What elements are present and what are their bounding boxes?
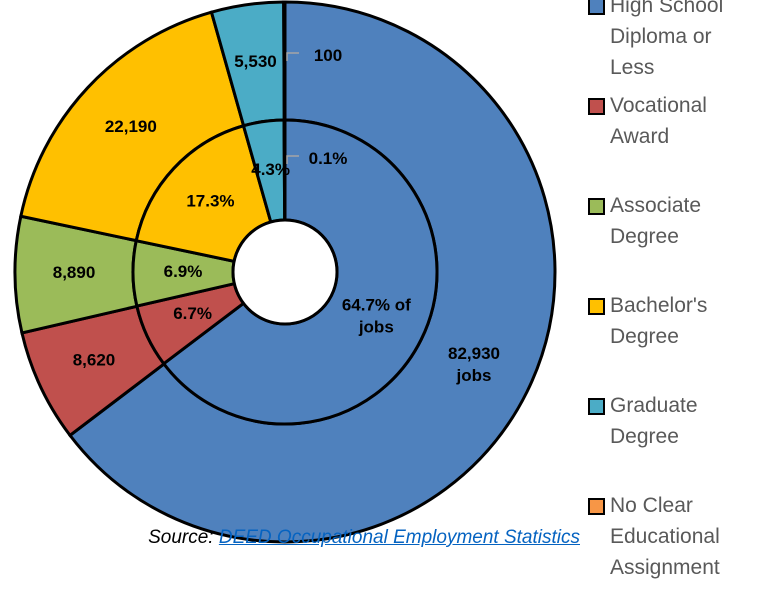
legend-label: High School Diploma or Less	[610, 0, 724, 79]
leader-line	[286, 52, 299, 61]
legend-label: Associate Degree	[610, 194, 702, 248]
legend-item: Graduate Degree	[588, 390, 756, 490]
legend-item: High School Diploma or Less	[588, 0, 756, 90]
data-label: 4.3%	[251, 161, 290, 180]
data-label: 22,190	[105, 117, 157, 136]
legend-item: No Clear Educational Assignment	[588, 490, 756, 590]
data-label: 82,930 jobs	[448, 344, 500, 385]
leader-line	[286, 155, 299, 164]
legend-label: Graduate Degree	[610, 394, 698, 448]
legend-swatch	[588, 98, 605, 115]
data-label: 100	[314, 46, 342, 65]
source: Source: DEED Occupational Employment Sta…	[118, 527, 580, 549]
donut-hole	[231, 218, 339, 326]
legend: High School Diploma or Less Vocational Aw…	[588, 0, 756, 590]
legend-label: Vocational Award	[610, 94, 707, 148]
legend-swatch	[588, 298, 605, 315]
source-link[interactable]: DEED Occupational Employment Statistics	[218, 527, 580, 548]
source-prefix: Source:	[148, 527, 214, 548]
data-label: 5,530	[234, 53, 277, 72]
legend-label: No Clear Educational Assignment	[610, 494, 720, 579]
donut-slice	[282, 0, 287, 122]
data-label: 6.7%	[173, 305, 212, 324]
legend-item: Bachelor's Degree	[588, 290, 756, 390]
data-label: 17.3%	[186, 192, 234, 211]
data-label: 8,620	[73, 351, 116, 370]
data-label: 8,890	[53, 264, 96, 283]
legend-swatch	[588, 0, 605, 15]
legend-swatch	[588, 198, 605, 215]
data-label: 6.9%	[164, 262, 203, 281]
legend-item: Associate Degree	[588, 190, 756, 290]
data-label: 0.1%	[309, 149, 348, 168]
legend-item: Vocational Award	[588, 90, 756, 190]
legend-label: Bachelor's Degree	[610, 294, 708, 348]
legend-swatch	[588, 398, 605, 415]
data-label: 64.7% of jobs	[342, 296, 411, 337]
chart: 82,930 jobs 8,620 8,890 22,190 5,530 100 64.7% …	[13, 0, 557, 544]
legend-swatch	[588, 498, 605, 515]
